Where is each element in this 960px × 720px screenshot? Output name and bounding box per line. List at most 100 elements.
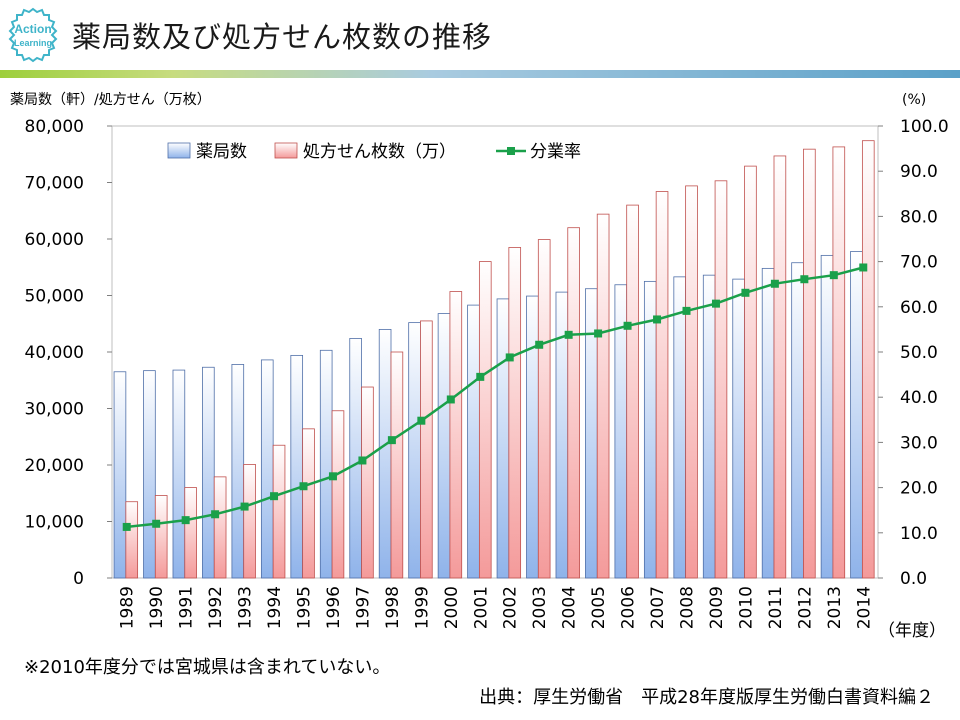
page-title: 薬局数及び処方せん枚数の推移 <box>72 20 493 54</box>
bar-prescription <box>213 476 227 579</box>
bar-prescription <box>420 320 433 579</box>
point-division-rate <box>211 510 220 519</box>
point-division-rate <box>741 288 750 297</box>
chart: 薬局数（軒）/処方せん（万枚） (%) 0 10,000 20,000 30,000 40,… <box>10 92 949 641</box>
x-tick-label: 2012 <box>795 586 815 629</box>
legend-marker-rate <box>507 147 515 155</box>
bar-prescription <box>243 464 256 579</box>
left-tick-label: 10,000 <box>25 513 84 533</box>
right-tick-label: 90.0 <box>900 162 938 182</box>
x-tick-label: 2013 <box>825 586 845 629</box>
x-tick-label: 1989 <box>118 586 138 629</box>
x-tick-label: 2005 <box>589 586 609 629</box>
bar-pharmacy <box>673 276 687 579</box>
point-division-rate <box>859 263 868 272</box>
bar-pharmacy <box>202 366 215 579</box>
x-tick-label: 2004 <box>560 586 580 629</box>
point-division-rate <box>770 279 779 288</box>
x-tick-label: 1995 <box>295 586 315 629</box>
right-tick-label: 30.0 <box>900 433 938 453</box>
bar-pharmacy <box>260 359 274 579</box>
point-division-rate <box>711 299 720 308</box>
point-division-rate <box>653 315 662 324</box>
bar-prescription <box>861 140 875 579</box>
bar-prescription <box>125 501 139 579</box>
bar-pharmacy <box>791 262 804 579</box>
bar-pharmacy <box>231 364 245 579</box>
left-tick-label: 0 <box>73 569 84 589</box>
bar-prescription <box>685 185 698 579</box>
bar-pharmacy <box>702 274 716 579</box>
x-tick-label: 2003 <box>530 586 550 629</box>
x-tick-label: 1999 <box>412 586 432 629</box>
bar-prescription <box>154 495 168 579</box>
point-division-rate <box>829 271 838 280</box>
x-tick-label: 1998 <box>383 586 403 629</box>
x-tick-label: 2001 <box>471 586 491 629</box>
bar-prescription <box>567 227 580 579</box>
point-division-rate <box>328 472 337 481</box>
bar-prescription <box>184 487 197 579</box>
x-tick-label: 1990 <box>147 586 167 629</box>
bar-pharmacy <box>172 369 186 579</box>
point-division-rate <box>476 372 485 381</box>
right-tick-label: 0.0 <box>900 569 927 589</box>
point-division-rate <box>122 522 131 531</box>
x-tick-label: 1991 <box>177 586 197 629</box>
bar-prescription <box>478 261 492 579</box>
x-tick-label: 2008 <box>678 586 698 629</box>
bar-prescription <box>744 165 757 579</box>
right-tick-label: 80.0 <box>900 207 938 227</box>
bar-prescription <box>508 247 522 579</box>
left-axis-label: 薬局数（軒）/処方せん（万枚） <box>10 92 211 108</box>
bar-prescription <box>302 428 315 579</box>
bar-pharmacy <box>437 313 451 579</box>
bar-pharmacy <box>143 370 156 579</box>
x-tick-label: 1996 <box>324 586 344 629</box>
x-tick-label: 2010 <box>736 586 756 629</box>
bar-prescription <box>449 291 463 579</box>
bar-pharmacy <box>526 295 539 579</box>
left-tick-label: 80,000 <box>25 117 84 137</box>
point-division-rate <box>152 519 161 528</box>
bar-pharmacy <box>319 349 333 579</box>
point-division-rate <box>387 436 396 445</box>
x-tick-label: 2011 <box>766 586 786 629</box>
bar-pharmacy <box>378 328 392 579</box>
point-division-rate <box>417 416 426 425</box>
left-tick-label: 30,000 <box>25 400 84 420</box>
x-tick-label: 2009 <box>707 586 727 629</box>
point-division-rate <box>240 502 249 511</box>
x-tick-label: 1993 <box>236 586 256 629</box>
point-division-rate <box>181 516 190 525</box>
right-axis-label: (%) <box>902 92 926 108</box>
left-tick-label: 70,000 <box>25 174 84 194</box>
footnote: ※2010年度分では宮城県は含まれていない。 <box>24 657 391 678</box>
x-tick-label: 1997 <box>353 586 373 629</box>
bar-prescription <box>596 213 610 579</box>
left-tick-label: 50,000 <box>25 287 84 307</box>
bar-pharmacy <box>732 278 745 579</box>
point-division-rate <box>299 482 308 491</box>
logo-text-learning: Learning <box>14 38 52 48</box>
point-division-rate <box>358 456 367 465</box>
x-tick-label: 2007 <box>648 586 668 629</box>
action-learning-logo: Action Learning <box>8 7 58 63</box>
legend-swatch-prescription <box>274 142 298 159</box>
bar-pharmacy <box>113 371 127 579</box>
right-tick-label: 50.0 <box>900 343 938 363</box>
point-division-rate <box>270 492 279 501</box>
point-division-rate <box>535 340 544 349</box>
bar-pharmacy <box>496 298 510 579</box>
bar-prescription <box>272 444 286 579</box>
bar-pharmacy <box>761 267 775 579</box>
right-tick-label: 40.0 <box>900 388 938 408</box>
legend-label-pharmacy: 薬局数 <box>196 142 247 162</box>
bar-pharmacy <box>408 322 421 579</box>
logo-text-action: Action <box>14 22 51 36</box>
point-division-rate <box>446 395 455 404</box>
line-division-rate <box>126 266 864 529</box>
bar-prescription <box>714 180 728 579</box>
point-division-rate <box>682 306 691 315</box>
left-tick-label: 60,000 <box>25 230 84 250</box>
